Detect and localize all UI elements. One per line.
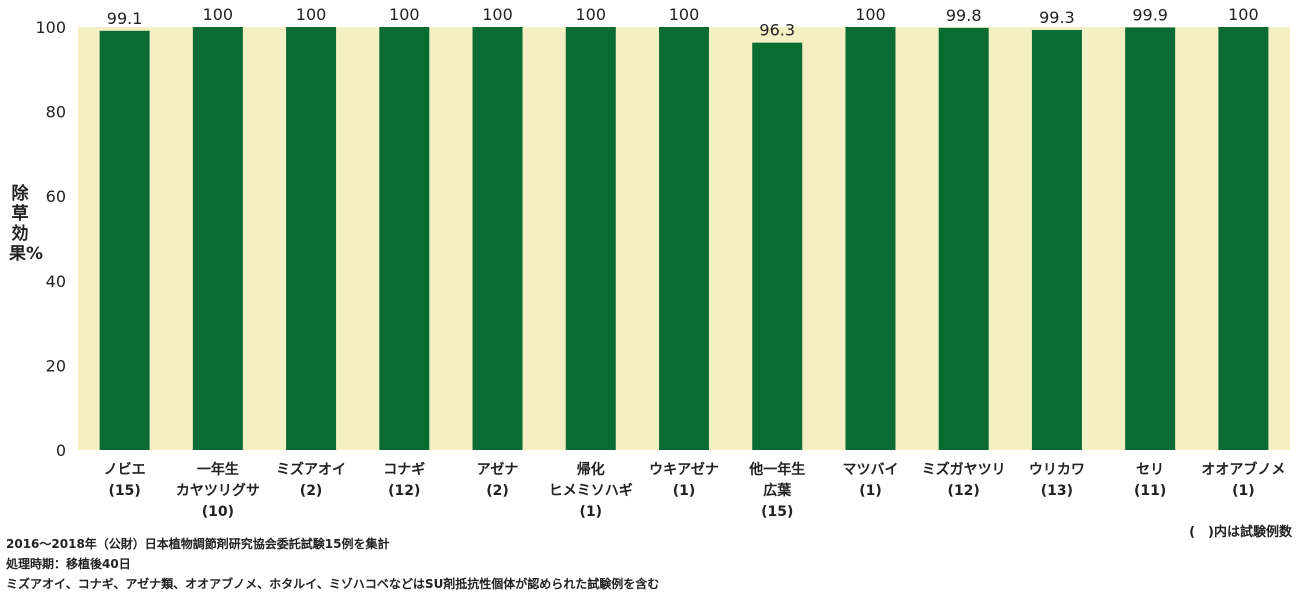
- bar: [1218, 27, 1269, 450]
- category-label: (15): [108, 483, 140, 499]
- category-label: コナギ: [383, 461, 425, 478]
- data-label: 100: [203, 5, 234, 24]
- y-tick-label: 80: [46, 103, 66, 122]
- category-label: 一年生: [197, 461, 239, 478]
- category-label: ミズガヤツリ: [922, 461, 1006, 478]
- data-label: 99.3: [1039, 8, 1075, 27]
- bar: [472, 27, 523, 450]
- bar: [659, 27, 709, 450]
- category-label: (1): [579, 504, 602, 520]
- y-tick-label: 100: [35, 18, 66, 37]
- bar: [845, 27, 896, 450]
- category-label: (13): [1041, 483, 1073, 499]
- category-label: マツバイ: [842, 462, 898, 478]
- category-label: セリ: [1136, 462, 1164, 478]
- data-label: 99.8: [946, 6, 982, 25]
- category-label: (12): [388, 483, 420, 499]
- category-label: オオアブノメ: [1201, 461, 1285, 478]
- category-label: ウリカワ: [1029, 462, 1085, 478]
- category-label: (10): [202, 504, 234, 520]
- data-label: 100: [482, 5, 513, 24]
- data-label: 99.9: [1132, 5, 1168, 24]
- y-tick-label: 40: [46, 272, 66, 291]
- category-label: (1): [673, 483, 696, 499]
- category-label: ウキアゼナ: [649, 461, 719, 478]
- data-label: 100: [575, 5, 606, 24]
- bar: [1031, 29, 1082, 451]
- data-label: 100: [1228, 5, 1259, 24]
- category-label: (11): [1134, 483, 1166, 499]
- category-label: ミズアオイ: [276, 461, 346, 478]
- data-label: 96.3: [759, 21, 795, 40]
- category-label: アゼナ: [477, 461, 519, 478]
- category-label: ノビエ: [104, 462, 146, 478]
- bar: [379, 27, 430, 450]
- footnotes: 2016〜2018年（公財）日本植物調節剤研究協会委託試験15例を集計 処理時期…: [6, 534, 659, 594]
- category-label: (12): [948, 483, 980, 499]
- bar: [99, 30, 150, 450]
- y-tick-label: 0: [56, 441, 66, 460]
- category-label: 他一年生: [748, 461, 805, 478]
- bar: [192, 27, 243, 450]
- sample-count-note: ( )内は試験例数: [1189, 525, 1292, 540]
- bar: [565, 27, 616, 450]
- footnote-timing: 処理時期：移植後40日: [6, 557, 131, 571]
- footnote-resistance: ミズアオイ、コナギ、アゼナ類、オオアブノメ、ホタルイ、ミゾハコベなどはSU剤抵抗…: [6, 577, 660, 591]
- category-label: カヤツリグサ: [176, 482, 260, 499]
- bar: [286, 27, 337, 450]
- data-label: 100: [296, 5, 327, 24]
- category-label: ヒメミソハギ: [549, 482, 633, 499]
- data-label: 100: [855, 5, 886, 24]
- category-label: (1): [1232, 483, 1255, 499]
- category-label: 帰化: [577, 461, 605, 478]
- y-tick-label: 60: [46, 187, 66, 206]
- bar: [1125, 27, 1176, 450]
- footnote-source: 2016〜2018年（公財）日本植物調節剤研究協会委託試験15例を集計: [6, 537, 390, 551]
- data-label: 99.1: [107, 9, 143, 28]
- category-label: (15): [761, 504, 793, 520]
- category-label: (2): [300, 483, 323, 499]
- y-axis-label: 除草効果%: [9, 184, 44, 264]
- category-label: (2): [486, 483, 509, 499]
- category-label: 広葉: [763, 482, 792, 499]
- y-tick-label: 20: [46, 356, 66, 375]
- bar: [752, 42, 803, 450]
- data-label: 100: [389, 5, 420, 24]
- category-label: (1): [859, 483, 882, 499]
- bar: [938, 27, 989, 450]
- data-label: 100: [669, 5, 700, 24]
